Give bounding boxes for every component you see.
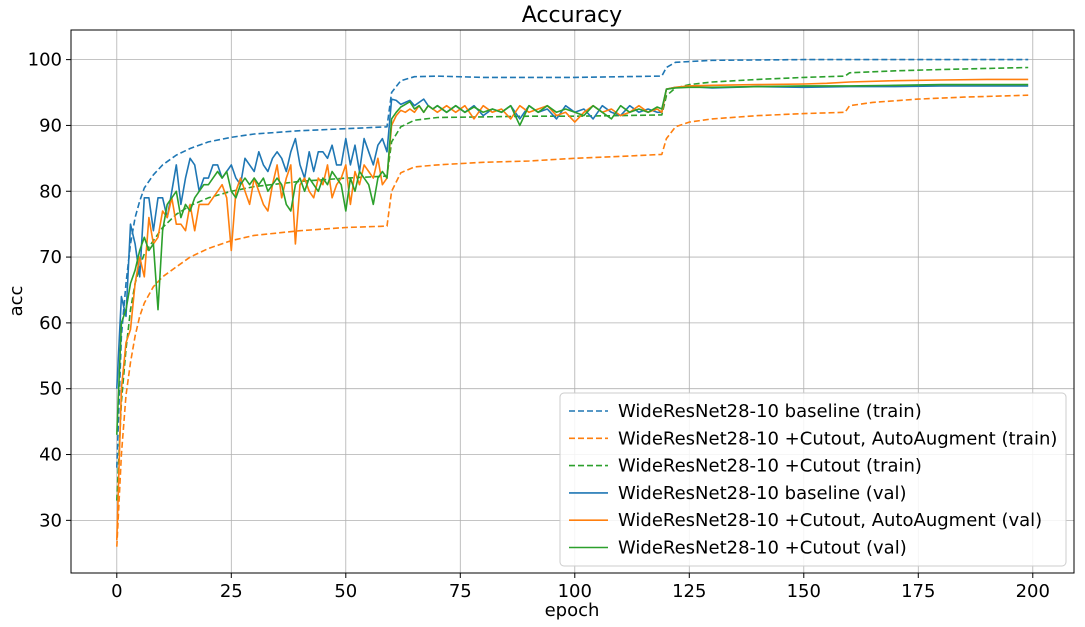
chart-title: Accuracy [522,3,622,28]
legend-box [559,392,1067,567]
series-lines [116,58,1029,547]
x-tick-label: 175 [901,581,935,602]
x-tick-label: 50 [334,581,357,602]
legend-label: WideResNet28-10 +Cutout (val) [618,538,907,559]
x-tick-label: 100 [558,581,592,602]
axis-ticks: 0 25 50 75 100 125 150 175 200 30 40 50 60 70 80 90 100 [28,50,1050,602]
x-tick-label: 200 [1016,581,1050,602]
y-tick-label: 40 [39,445,62,466]
legend: WideResNet28-10 baseline (train) WideResN… [559,392,1067,567]
series-line-5 [116,83,1029,435]
series-line-0 [116,58,1029,468]
y-tick-label: 70 [39,247,62,268]
x-tick-label: 150 [787,581,821,602]
x-tick-label: 75 [449,581,472,602]
series-line-2 [116,66,1029,501]
series-line-3 [116,85,1029,389]
x-tick-label: 0 [111,581,122,602]
legend-label: WideResNet28-10 baseline (train) [618,401,922,422]
y-tick-label: 90 [39,115,62,136]
legend-label: WideResNet28-10 +Cutout, AutoAugment (tr… [618,428,1057,449]
grid [71,30,1074,573]
x-tick-label: 125 [672,581,706,602]
y-tick-label: 100 [28,50,62,71]
y-axis-label: acc [6,286,27,317]
plot-frame [70,29,1075,574]
series-line-1 [116,94,1029,547]
legend-label: WideResNet28-10 +Cutout (train) [618,456,922,477]
x-axis-label: epoch [545,600,600,621]
y-tick-label: 60 [39,313,62,334]
y-tick-label: 50 [39,379,62,400]
y-tick-label: 30 [39,510,62,531]
legend-label: WideResNet28-10 +Cutout, AutoAugment (va… [618,510,1042,531]
x-tick-label: 25 [220,581,243,602]
legend-label: WideResNet28-10 baseline (val) [618,483,907,504]
y-tick-label: 80 [39,181,62,202]
